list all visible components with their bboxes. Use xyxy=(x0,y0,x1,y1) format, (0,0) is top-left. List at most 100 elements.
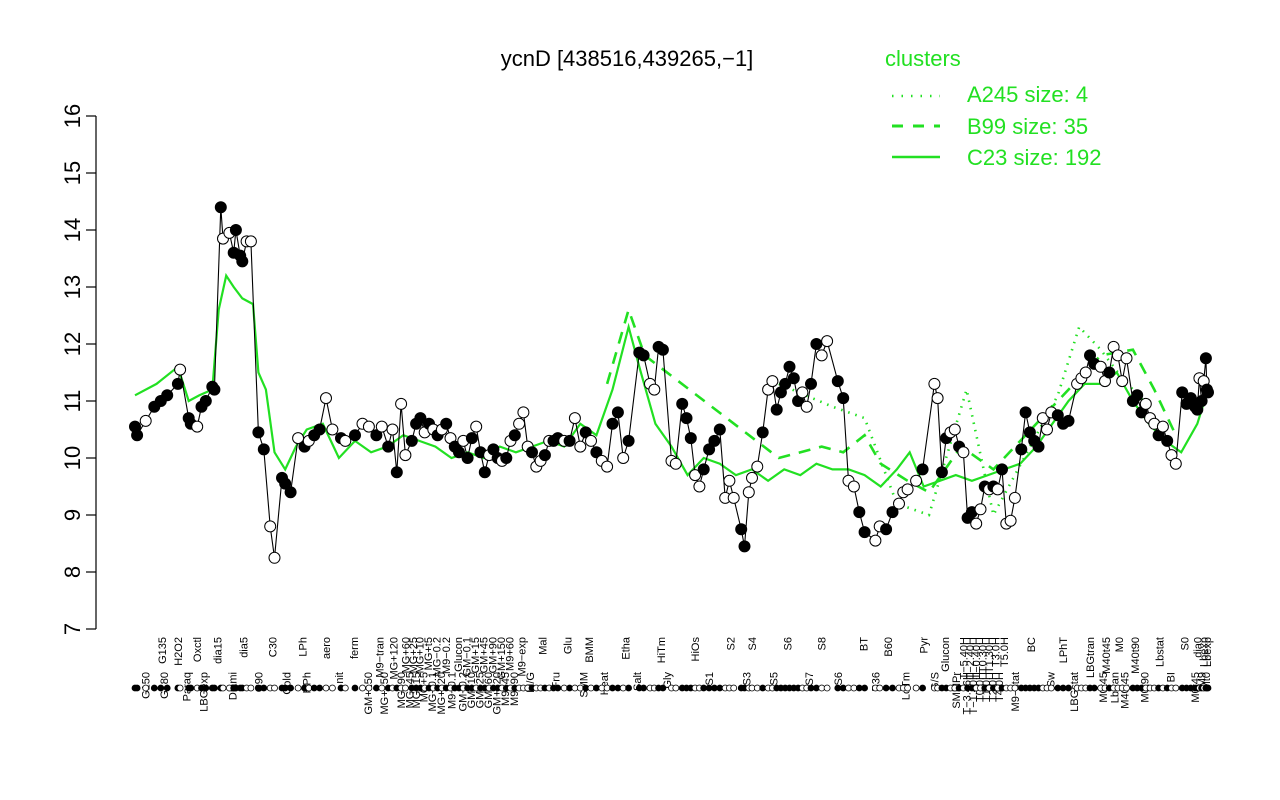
x-tick-label: T0.30H xyxy=(978,637,990,673)
y-tick-label: 9 xyxy=(60,509,85,521)
x-marker-dot xyxy=(187,684,195,692)
data-point xyxy=(1004,514,1017,527)
data-point xyxy=(689,469,702,482)
data-point xyxy=(513,417,526,430)
x-marker-dot xyxy=(876,684,884,692)
legend-title: clusters xyxy=(885,46,961,71)
data-point xyxy=(787,372,800,385)
data-point xyxy=(268,551,281,564)
x-marker-dot xyxy=(341,684,349,692)
x-tick-label: T3.0H xyxy=(991,637,1003,667)
x-tick-label: M9 xyxy=(1197,672,1209,687)
y-axis: 7 8 9 10 11 12 13 14 15 16 xyxy=(60,104,97,635)
data-point xyxy=(161,389,174,402)
data-point xyxy=(382,440,395,453)
x-marker-dot xyxy=(1172,684,1180,692)
x-tick-label: Glucon xyxy=(940,637,952,672)
x-marker-dot xyxy=(142,684,150,692)
data-point xyxy=(1169,457,1182,470)
y-tick-label: 7 xyxy=(60,623,85,635)
x-tick-label: C30 xyxy=(267,637,279,657)
data-point xyxy=(284,486,297,499)
x-tick-label: LBGstat xyxy=(1069,672,1081,712)
x-marker-dot xyxy=(889,684,896,692)
data-point xyxy=(893,497,905,510)
data-point xyxy=(585,434,597,447)
x-tick-label: MG+60 xyxy=(400,637,412,673)
x-marker-dot xyxy=(163,684,171,692)
x-marker-dot xyxy=(365,684,373,692)
cluster-lines xyxy=(134,272,1210,519)
data-point xyxy=(970,517,983,530)
x-marker-dot xyxy=(904,684,911,692)
data-point xyxy=(821,335,834,348)
data-point xyxy=(1062,414,1075,427)
data-point xyxy=(611,406,624,419)
data-point xyxy=(779,377,792,390)
data-point xyxy=(742,486,755,499)
data-point xyxy=(465,432,478,445)
cluster-line-dashed xyxy=(605,305,1177,494)
data-point xyxy=(928,377,941,390)
data-point xyxy=(606,417,619,430)
data-point xyxy=(800,400,813,413)
data-point xyxy=(756,426,769,439)
x-tick-label: S6 xyxy=(782,637,794,650)
x-tick-label: Oxctl xyxy=(192,637,204,662)
data-point xyxy=(648,383,661,396)
x-marker-dot xyxy=(912,684,920,692)
y-tick-label: 13 xyxy=(60,275,85,299)
x-tick-label: S0 xyxy=(1179,637,1191,650)
x-marker-dot xyxy=(322,684,330,692)
x-tick-label: T−0.40H xyxy=(971,637,983,680)
data-point xyxy=(440,417,453,430)
data-point xyxy=(1051,409,1064,422)
legend: clusters A245 size: 4 B99 size: 35 C23 s… xyxy=(885,46,1102,170)
data-points xyxy=(129,201,1214,564)
data-point xyxy=(362,420,375,433)
data-point xyxy=(837,392,850,405)
data-point xyxy=(349,429,361,442)
x-marker-dot xyxy=(730,684,738,692)
y-tick-label: 16 xyxy=(60,104,85,128)
data-point xyxy=(751,460,764,473)
data-point xyxy=(783,360,796,373)
data-point xyxy=(796,386,809,399)
x-tick-label: S6 xyxy=(833,672,845,685)
data-point xyxy=(948,423,961,436)
x-tick-label: M9−tran xyxy=(375,637,387,678)
data-point xyxy=(1116,375,1129,388)
y-tick-label: 10 xyxy=(60,446,85,470)
data-point xyxy=(399,449,412,462)
data-point xyxy=(931,392,944,405)
x-tick-label: T−2.40H xyxy=(965,637,977,680)
data-point xyxy=(831,375,844,388)
data-point xyxy=(395,397,408,410)
data-point xyxy=(131,429,144,442)
data-point xyxy=(693,480,706,493)
data-point xyxy=(1131,389,1144,402)
x-marker-dot xyxy=(672,684,680,692)
data-point xyxy=(264,520,277,533)
x-tick-label: LPhT xyxy=(1058,637,1070,664)
data-point xyxy=(684,432,697,445)
x-tick-label: M0 xyxy=(1114,637,1126,652)
data-point xyxy=(1079,366,1092,379)
x-tick-label: MG+10 xyxy=(414,637,426,673)
x-marker-dot xyxy=(202,684,210,692)
x-tick-label: MG+25 xyxy=(408,637,420,673)
data-point xyxy=(1103,366,1116,379)
x-marker-dot xyxy=(882,684,890,692)
data-point xyxy=(574,440,587,453)
x-tick-label: T−3.46H xyxy=(962,672,974,715)
x-marker-dot xyxy=(294,684,302,692)
data-point xyxy=(326,423,339,436)
data-point xyxy=(339,434,352,447)
x-tick-label: S1 xyxy=(704,672,716,685)
data-point xyxy=(174,363,187,376)
x-marker-dot xyxy=(1011,684,1019,692)
x-tick-label: MG−0.2 xyxy=(432,637,444,676)
data-point xyxy=(1161,434,1174,447)
data-point xyxy=(916,463,929,476)
x-tick-label: M9−exp xyxy=(516,637,528,676)
